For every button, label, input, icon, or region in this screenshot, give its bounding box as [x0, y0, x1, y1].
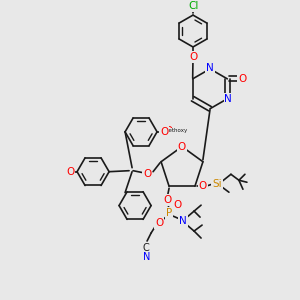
Text: Si: Si: [212, 179, 222, 189]
Text: N: N: [224, 94, 232, 104]
Text: O: O: [155, 218, 163, 228]
Text: O: O: [161, 127, 169, 137]
Text: O: O: [65, 167, 73, 177]
Text: O: O: [164, 126, 172, 136]
Text: O: O: [199, 181, 207, 191]
Text: C: C: [143, 243, 149, 253]
Text: O: O: [143, 169, 151, 179]
Text: Cl: Cl: [189, 1, 199, 11]
Text: O: O: [189, 52, 197, 62]
Text: methyl: methyl: [164, 129, 184, 134]
Text: O: O: [178, 142, 186, 152]
Text: O: O: [238, 74, 246, 84]
Text: O: O: [173, 200, 181, 210]
Text: O: O: [163, 195, 171, 205]
Text: methoxy: methoxy: [164, 128, 188, 134]
Text: N: N: [206, 63, 214, 73]
Text: O: O: [160, 127, 168, 137]
Text: O: O: [66, 167, 74, 177]
Text: P: P: [166, 208, 172, 218]
Text: N: N: [179, 216, 187, 226]
Text: N: N: [143, 252, 151, 262]
